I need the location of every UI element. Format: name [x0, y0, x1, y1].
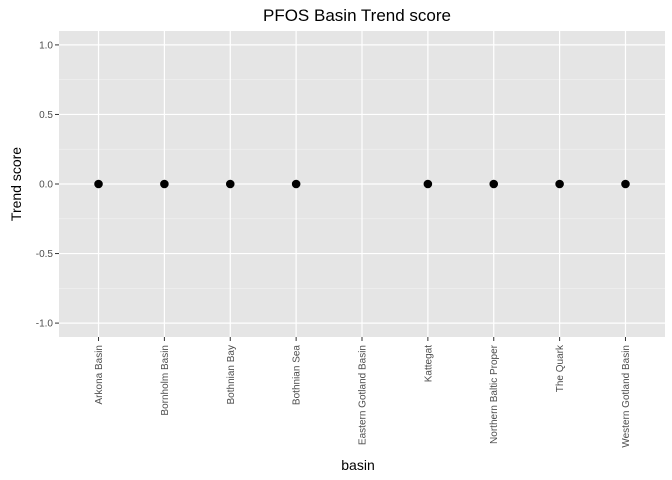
data-point: [489, 179, 499, 189]
data-point: [291, 179, 301, 189]
x-tick-label: Bornholm Basin: [160, 345, 171, 416]
y-tick-label: -1.0: [36, 319, 54, 330]
x-tick-label: The Quark: [555, 344, 566, 392]
chart-title: PFOS Basin Trend score: [263, 6, 451, 25]
x-tick-label: Northern Baltic Proper: [489, 344, 500, 444]
x-tick-label: Arkona Basin: [94, 345, 105, 404]
y-tick-label: 0.5: [39, 110, 53, 121]
x-tick-label: Bothnian Sea: [292, 345, 303, 405]
x-tick-label: Western Gotland Basin: [621, 345, 632, 448]
y-tick-label: 1.0: [39, 40, 53, 51]
y-tick-label: -0.5: [36, 249, 54, 260]
data-point: [555, 179, 564, 189]
y-axis-title: Trend score: [8, 147, 24, 221]
y-axis: -1.0 -0.5 0.0 0.5 1.0: [36, 40, 59, 330]
data-point: [621, 179, 630, 189]
data-point: [160, 179, 169, 189]
data-point: [94, 179, 103, 189]
x-axis: Arkona Basin Bornholm Basin Bothnian Bay Bo…: [94, 337, 632, 448]
x-tick-label: Eastern Gotland Basin: [358, 345, 369, 445]
data-point: [225, 179, 235, 189]
x-tick-label: Kattegat: [423, 345, 434, 382]
data-points: [94, 179, 630, 189]
x-tick-label: Bothnian Bay: [226, 345, 237, 405]
data-point: [423, 179, 433, 189]
x-axis-title: basin: [341, 457, 374, 473]
y-tick-label: 0.0: [39, 180, 53, 191]
